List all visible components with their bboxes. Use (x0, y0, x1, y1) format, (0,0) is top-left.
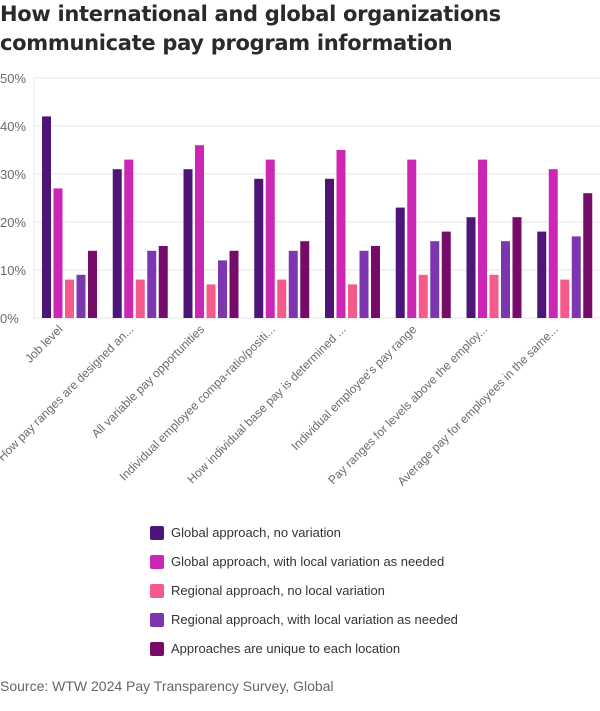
bar (288, 250, 298, 318)
bar (124, 159, 134, 318)
bar (88, 250, 97, 318)
bar (158, 246, 168, 318)
bar (418, 274, 428, 318)
bar (407, 159, 417, 318)
bar (65, 279, 74, 318)
y-tick-label: 0% (0, 311, 19, 326)
bar (277, 279, 287, 318)
bar (53, 188, 63, 318)
legend-item: Global approach, no variation (150, 518, 458, 547)
legend-label: Regional approach, with local variation … (171, 612, 458, 627)
bar (218, 260, 227, 318)
x-tick-label: Individual employee compa-ratio/positi..… (117, 322, 278, 483)
x-tick-label: How pay ranges are designed an... (0, 322, 136, 464)
legend-item: Regional approach, with local variation … (150, 605, 458, 634)
bar (583, 193, 593, 318)
bar (571, 236, 581, 318)
y-tick-label: 40% (0, 119, 26, 134)
legend-swatch (150, 554, 164, 569)
bar (76, 274, 86, 318)
bar (147, 250, 157, 318)
bar (371, 246, 380, 318)
legend-label: Regional approach, no local variation (171, 583, 385, 598)
legend-swatch (150, 612, 164, 627)
y-tick-label: 10% (0, 263, 26, 278)
source-note: Source: WTW 2024 Pay Transparency Survey… (0, 678, 334, 694)
bar (478, 159, 487, 318)
legend-label: Global approach, no variation (171, 525, 341, 540)
x-tick-label: All variable pay opportunities (89, 322, 207, 440)
bar (501, 241, 510, 318)
bar (300, 241, 310, 318)
legend: Global approach, no variation Global appr… (150, 518, 458, 663)
bar (135, 279, 145, 318)
bar (489, 274, 499, 318)
chart-title-line-1: How international and global organizatio… (0, 2, 501, 26)
bars (42, 116, 593, 319)
bar (537, 231, 547, 318)
legend-label: Global approach, with local variation as… (171, 554, 445, 569)
bar (42, 116, 51, 319)
y-tick-label: 50% (0, 71, 26, 86)
x-tick-label: Average pay for employees in the same... (395, 322, 561, 488)
bar (112, 169, 122, 318)
bar (336, 150, 346, 318)
x-tick-label: Job level (22, 322, 65, 365)
legend-swatch (150, 641, 164, 656)
chart-title-line-2: communicate pay program information (0, 31, 453, 55)
bar (548, 169, 558, 318)
bar (560, 279, 570, 318)
bar (359, 250, 369, 318)
bar (348, 284, 357, 318)
x-tick-label: How individual base pay is determined ..… (184, 322, 348, 486)
legend-swatch (150, 525, 164, 540)
bar (265, 159, 275, 318)
bar (325, 178, 334, 318)
legend-item: Approaches are unique to each location (150, 634, 458, 663)
bar (395, 207, 405, 318)
legend-item: Global approach, with local variation as… (150, 547, 458, 576)
bar (183, 169, 193, 318)
y-tick-label: 20% (0, 215, 26, 230)
bar (195, 145, 204, 318)
y-tick-label: 30% (0, 167, 26, 182)
legend-label: Approaches are unique to each location (171, 641, 401, 656)
legend-swatch (150, 583, 164, 598)
x-tick-label: Pay ranges for levels above the employ..… (325, 322, 490, 487)
bar (229, 250, 239, 318)
bar (512, 217, 522, 318)
bar (466, 217, 476, 318)
bar (441, 231, 451, 318)
chart-title: How international and global organizatio… (0, 0, 600, 58)
bar (430, 241, 440, 318)
y-axis-ticks: 0% 10% 20% 30% 40% 50% (0, 71, 26, 326)
legend-item: Regional approach, no local variation (150, 576, 458, 605)
bar (254, 178, 264, 318)
x-tick-label: Individual employee's pay range (289, 322, 420, 453)
bar (206, 284, 216, 318)
